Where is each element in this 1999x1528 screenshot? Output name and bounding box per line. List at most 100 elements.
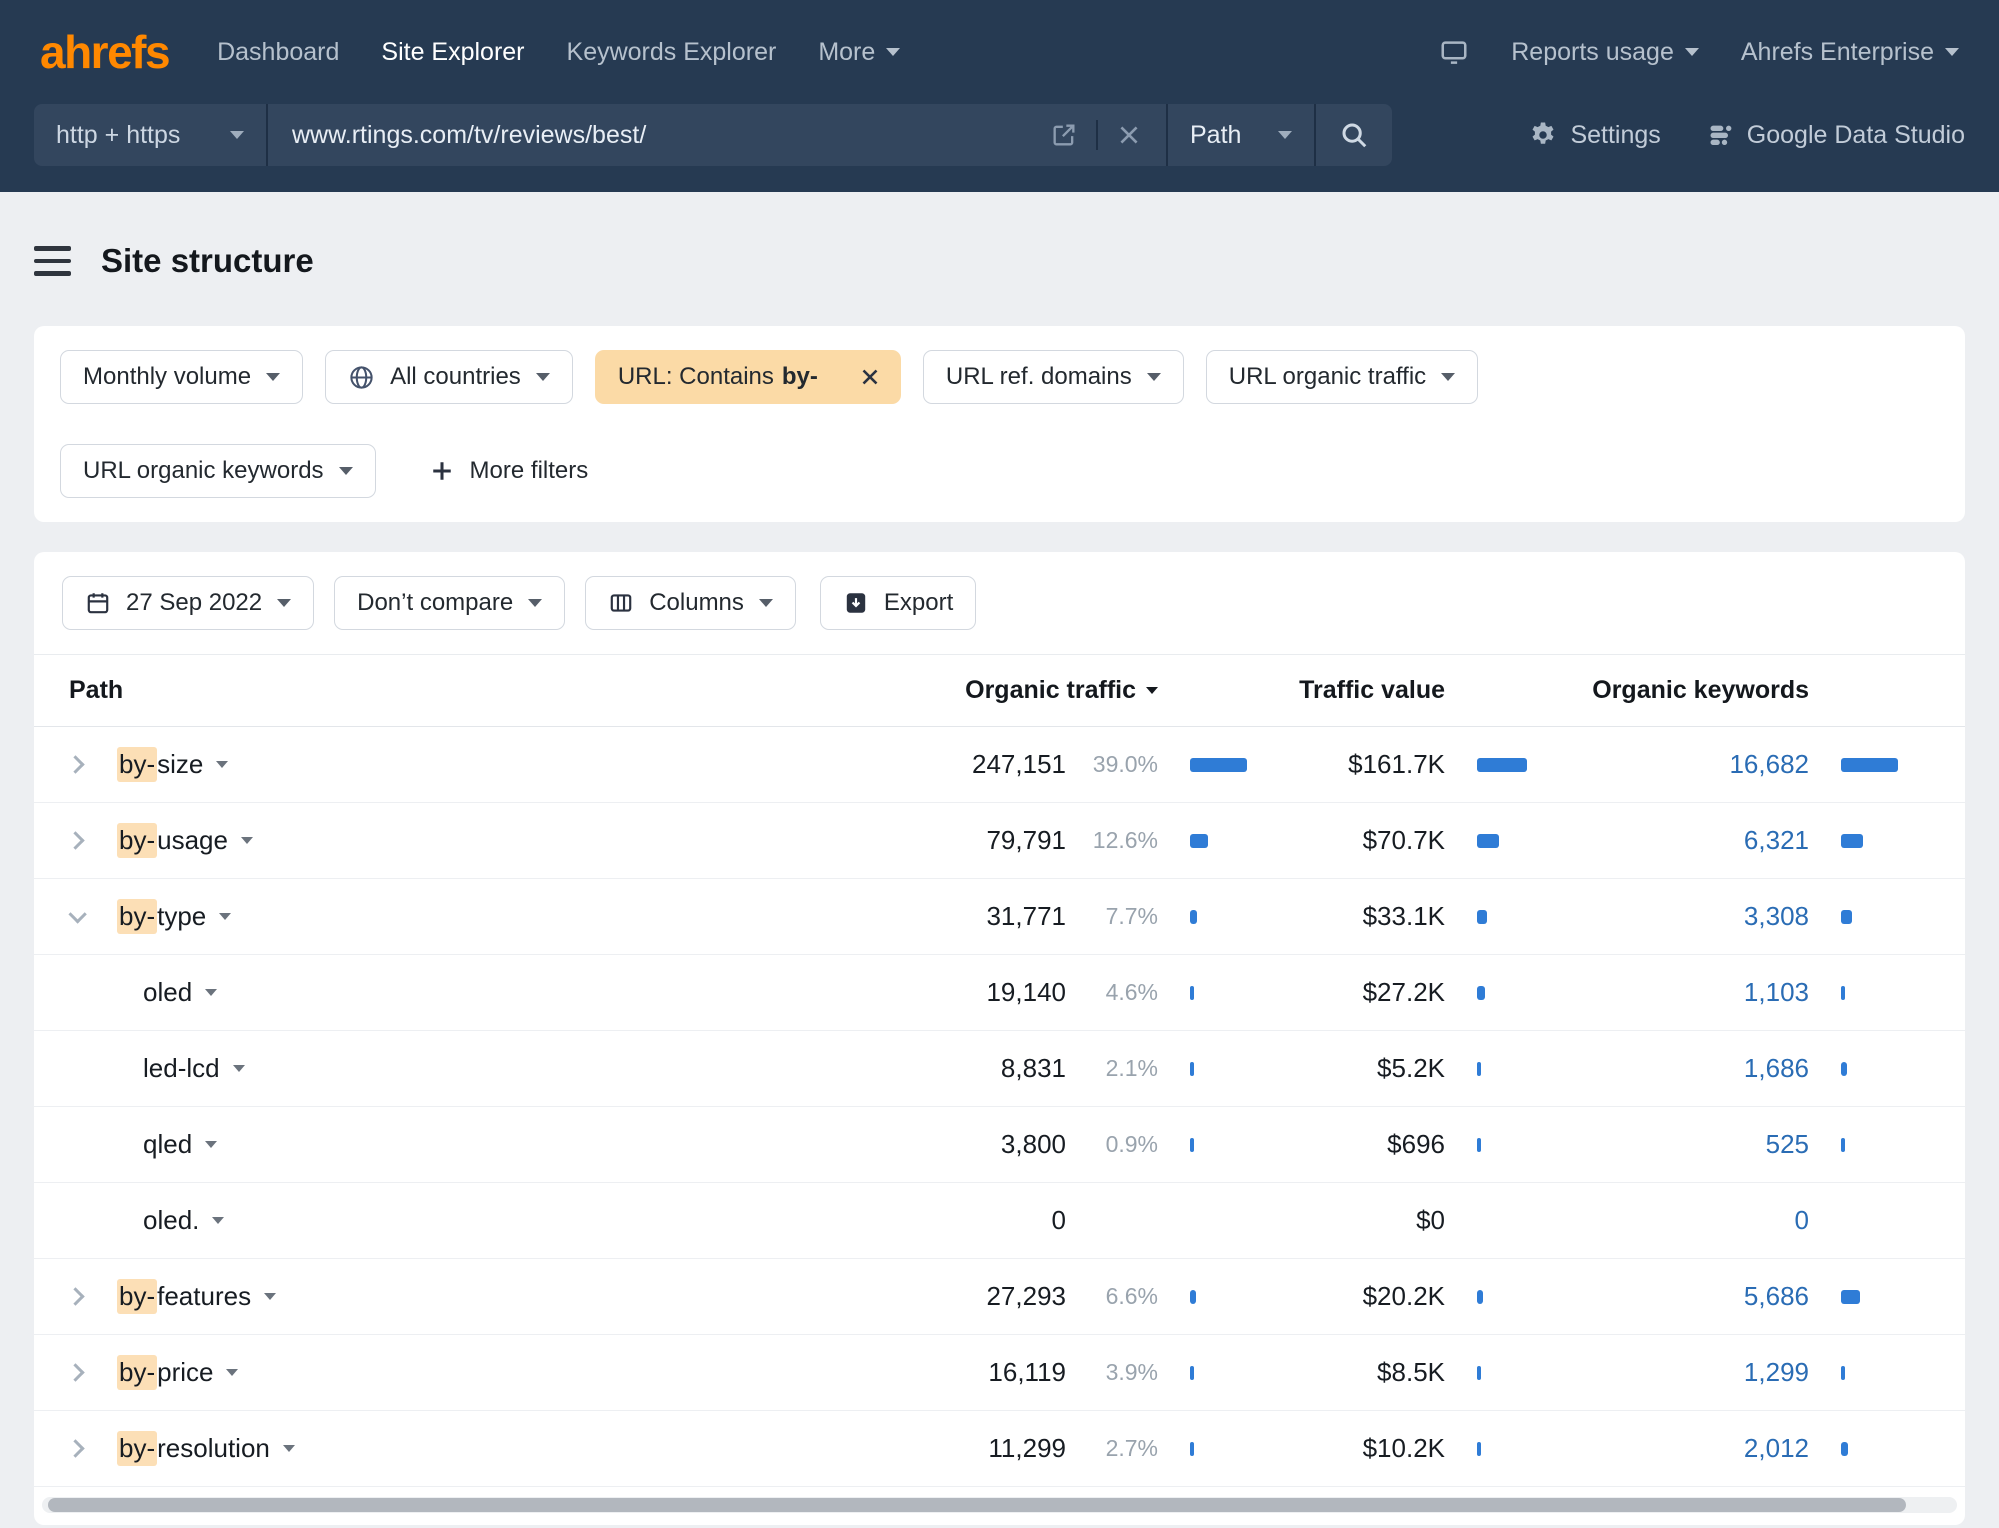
reports-usage-menu[interactable]: Reports usage (1511, 38, 1699, 67)
path-cell: oled (34, 977, 916, 1008)
organic-keywords-link[interactable]: 1,686 (1743, 1053, 1809, 1083)
sort-descending-icon (1146, 687, 1158, 694)
path-label[interactable]: oled. (143, 1205, 200, 1235)
clear-input-icon[interactable] (1116, 122, 1142, 148)
collapse-chevron-icon[interactable] (68, 905, 117, 924)
mode-label: Path (1190, 120, 1242, 149)
path-label[interactable]: by-type (117, 899, 206, 934)
path-options-caret-icon[interactable] (205, 1141, 218, 1148)
menu-icon[interactable] (34, 246, 71, 276)
url-organic-keywords-filter[interactable]: URL organic keywords (60, 444, 376, 498)
url-organic-traffic-filter[interactable]: URL organic traffic (1205, 350, 1479, 404)
organic-keywords-link[interactable]: 3,308 (1743, 901, 1809, 931)
url-ref-domains-label: URL ref. domains (945, 363, 1132, 390)
path-label[interactable]: by-price (117, 1355, 213, 1390)
table-row: by-resolution 11,299 2.7% $10.2K 2,012 (34, 1411, 1965, 1487)
path-label[interactable]: qled (143, 1129, 193, 1159)
organic-keywords-link[interactable]: 6,321 (1743, 825, 1809, 855)
traffic-bar (1158, 985, 1288, 1000)
path-options-caret-icon[interactable] (226, 1369, 239, 1376)
path-options-caret-icon[interactable] (216, 761, 229, 768)
monthly-volume-label: Monthly volume (83, 363, 252, 390)
nav-keywords-explorer[interactable]: Keywords Explorer (566, 37, 777, 66)
table-row: qled 3,800 0.9% $696 525 (34, 1107, 1965, 1183)
path-options-caret-icon[interactable] (212, 1217, 225, 1224)
traffic-share-cell: 6.6% (1105, 1283, 1158, 1309)
date-picker-button[interactable]: 27 Sep 2022 (62, 576, 315, 630)
nav-site-explorer[interactable]: Site Explorer (381, 37, 525, 66)
chevron-down-icon (758, 599, 773, 607)
organic-keywords-link[interactable]: 1,103 (1743, 977, 1809, 1007)
path-label[interactable]: led-lcd (143, 1053, 220, 1083)
path-label[interactable]: by-size (117, 747, 203, 782)
settings-button[interactable]: Settings (1528, 120, 1661, 150)
countries-filter[interactable]: All countries (325, 350, 573, 404)
path-options-caret-icon[interactable] (240, 837, 253, 844)
organic-keywords-link[interactable]: 16,682 (1729, 749, 1809, 779)
chevron-down-icon (886, 48, 901, 56)
nav-dashboard[interactable]: Dashboard (217, 37, 340, 66)
calendar-icon (87, 593, 109, 614)
export-button[interactable]: Export (819, 576, 977, 630)
table-row: by-size 247,151 39.0% $161.7K 16,682 (34, 727, 1965, 803)
expand-chevron-icon[interactable] (66, 755, 117, 774)
traffic-value-cell: $70.7K (1362, 825, 1445, 855)
organic-keywords-link[interactable]: 5,686 (1743, 1281, 1809, 1311)
path-options-caret-icon[interactable] (264, 1293, 277, 1300)
open-external-link-icon[interactable] (1050, 121, 1078, 149)
data-studio-label: Google Data Studio (1746, 120, 1965, 149)
search-icon (1342, 123, 1367, 148)
scrollbar-track[interactable] (42, 1497, 1957, 1513)
traffic-share-cell: 39.0% (1092, 751, 1158, 777)
gear-icon (1532, 122, 1554, 144)
traffic-value-bar (1445, 1137, 1579, 1152)
traffic-share-cell: 7.7% (1105, 903, 1158, 929)
traffic-value-cell: $161.7K (1348, 749, 1445, 779)
organic-keywords-link[interactable]: 525 (1765, 1129, 1809, 1159)
path-options-caret-icon[interactable] (219, 913, 232, 920)
organic-keywords-link[interactable]: 0 (1794, 1205, 1809, 1235)
column-header-organic-traffic[interactable]: Organic traffic (916, 676, 1158, 705)
globe-icon (350, 365, 373, 389)
target-url-input[interactable] (292, 120, 1032, 150)
traffic-value-cell: $8.5K (1377, 1357, 1445, 1387)
expand-chevron-icon[interactable] (66, 1287, 117, 1306)
path-options-caret-icon[interactable] (232, 1065, 245, 1072)
mode-selector[interactable]: Path (1166, 104, 1314, 166)
expand-chevron-icon[interactable] (66, 1363, 117, 1382)
google-data-studio-button[interactable]: Google Data Studio (1707, 121, 1965, 150)
protocol-selector[interactable]: http + https (34, 104, 266, 166)
expand-chevron-icon[interactable] (66, 831, 117, 850)
compare-selector[interactable]: Don’t compare (334, 576, 566, 630)
organic-traffic-cell: 0 (1051, 1205, 1066, 1235)
monthly-volume-filter[interactable]: Monthly volume (60, 350, 304, 404)
expand-chevron-icon[interactable] (66, 1439, 117, 1458)
remove-filter-button[interactable] (840, 351, 900, 403)
ahrefs-logo[interactable]: ahrefs (40, 26, 171, 78)
url-ref-domains-filter[interactable]: URL ref. domains (922, 350, 1184, 404)
path-label[interactable]: by-usage (117, 823, 228, 858)
table-row: by-usage 79,791 12.6% $70.7K 6,321 (34, 803, 1965, 879)
columns-button[interactable]: Columns (585, 576, 796, 630)
organic-keywords-link[interactable]: 2,012 (1743, 1433, 1809, 1463)
path-label[interactable]: oled (143, 977, 193, 1007)
traffic-value-bar (1445, 833, 1579, 848)
enterprise-menu[interactable]: Ahrefs Enterprise (1741, 38, 1959, 67)
column-header-organic-keywords[interactable]: Organic keywords (1592, 676, 1809, 704)
path-label[interactable]: by-features (117, 1279, 251, 1314)
more-filters-button[interactable]: More filters (419, 444, 597, 498)
close-icon (862, 369, 878, 385)
path-options-caret-icon[interactable] (282, 1445, 295, 1452)
organic-keywords-link[interactable]: 1,299 (1743, 1357, 1809, 1387)
monitor-icon[interactable] (1439, 37, 1469, 67)
search-button[interactable] (1314, 104, 1392, 166)
chevron-down-icon (528, 599, 543, 607)
column-header-traffic-value[interactable]: Traffic value (1299, 676, 1445, 704)
nav-more[interactable]: More (818, 38, 901, 67)
path-label[interactable]: by-resolution (117, 1431, 270, 1466)
scrollbar-thumb[interactable] (48, 1498, 1906, 1512)
url-contains-filter[interactable]: URL: Contains by- (594, 350, 901, 404)
traffic-value-cell: $20.2K (1362, 1281, 1445, 1311)
path-options-caret-icon[interactable] (205, 989, 218, 996)
traffic-bar (1158, 1289, 1288, 1304)
